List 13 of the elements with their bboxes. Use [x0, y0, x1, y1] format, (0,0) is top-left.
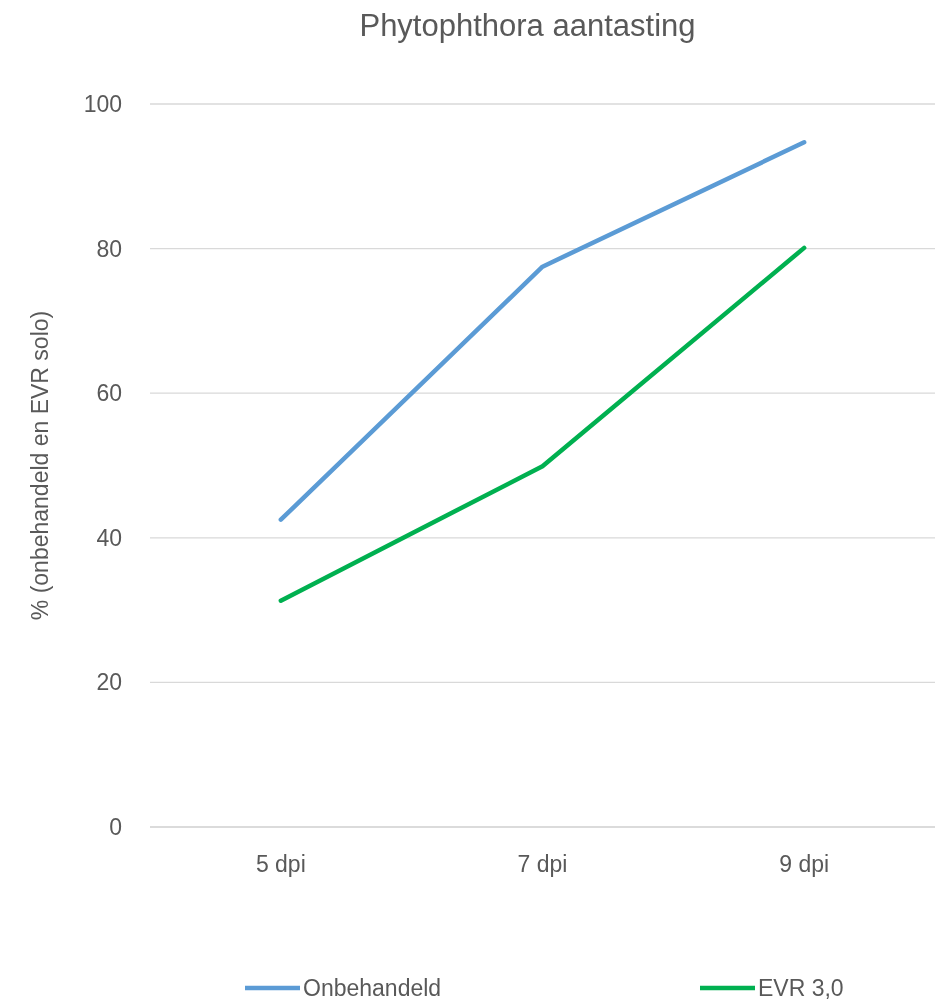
legend-label: EVR 3,0 [758, 975, 844, 1001]
legend-label: Onbehandeld [303, 975, 442, 1001]
chart-title: Phytophthora aantasting [359, 8, 696, 43]
x-tick-label: 5 dpi [255, 851, 306, 877]
y-tick-label: 0 [109, 814, 122, 841]
y-tick-label: 20 [96, 669, 122, 696]
y-tick-label: 60 [96, 380, 122, 407]
y-axis-title: % (onbehandeld en EVR solo) [27, 310, 53, 621]
y-tick-label: 40 [96, 524, 122, 551]
y-tick-label: 100 [83, 91, 122, 118]
y-tick-label: 80 [96, 235, 122, 262]
x-tick-label: 9 dpi [779, 851, 830, 877]
x-tick-label: 7 dpi [517, 851, 568, 877]
